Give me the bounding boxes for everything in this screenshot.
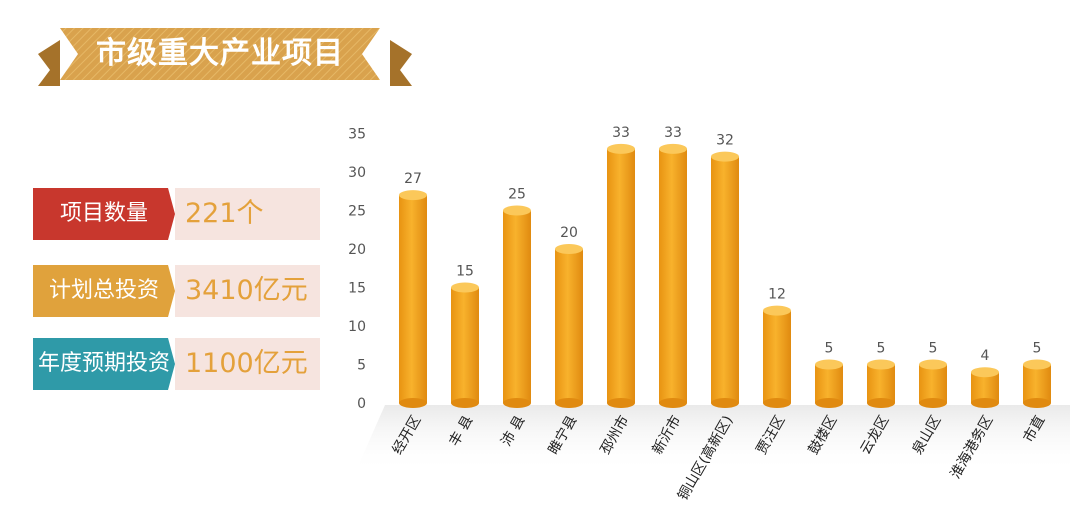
bar-base — [867, 398, 895, 408]
bar-base — [555, 398, 583, 408]
stat-label: 项目数量 — [33, 188, 175, 240]
stat-value: 221个 — [175, 188, 320, 240]
bar-base — [607, 398, 635, 408]
stat-label: 年度预期投资 — [33, 338, 175, 390]
y-tick-label: 0 — [357, 396, 366, 412]
bar-cap — [763, 305, 791, 316]
y-tick-label: 25 — [348, 204, 366, 220]
y-tick-label: 30 — [348, 165, 366, 181]
bar-base — [659, 398, 687, 408]
data-label: 25 — [508, 187, 526, 203]
data-label: 12 — [768, 287, 786, 303]
bar-cap — [451, 282, 479, 293]
bar-base — [451, 398, 479, 408]
bar-cap — [815, 359, 843, 370]
bar — [451, 287, 479, 403]
bar — [659, 148, 687, 403]
bar — [815, 364, 843, 403]
title-banner — [38, 28, 412, 86]
data-label: 32 — [716, 133, 734, 149]
y-tick-label: 5 — [357, 358, 366, 374]
bar-cap — [399, 190, 427, 201]
y-tick-label: 35 — [348, 127, 366, 143]
bar — [607, 148, 635, 403]
bar-base — [971, 398, 999, 408]
bar-cap — [971, 367, 999, 378]
floor-shadow — [355, 405, 1070, 473]
bar-cap — [503, 205, 531, 216]
bar-cap — [867, 359, 895, 370]
y-tick-label: 10 — [348, 319, 366, 335]
data-label: 15 — [456, 264, 474, 280]
data-label: 5 — [825, 341, 834, 357]
bar-cap — [1023, 359, 1051, 370]
bar — [711, 156, 739, 403]
data-label: 27 — [404, 171, 422, 187]
data-label: 33 — [612, 125, 630, 141]
y-tick-label: 20 — [348, 242, 366, 258]
bar-base — [815, 398, 843, 408]
stat-total-investment: 计划总投资 3410亿元 — [33, 265, 320, 317]
bar-base — [1023, 398, 1051, 408]
data-label: 33 — [664, 125, 682, 141]
bar-cap — [919, 359, 947, 370]
bar — [971, 372, 999, 403]
bar — [1023, 364, 1051, 403]
data-label: 20 — [560, 225, 578, 241]
bar-cap — [555, 244, 583, 254]
bar — [919, 364, 947, 403]
bar-cap — [659, 143, 687, 154]
bar — [763, 310, 791, 403]
y-tick-label: 15 — [348, 281, 366, 297]
bar-base — [503, 398, 531, 408]
bar — [503, 210, 531, 403]
bar — [555, 249, 583, 403]
data-label: 4 — [981, 348, 990, 364]
stat-value: 1100亿元 — [175, 338, 320, 390]
bar — [399, 195, 427, 403]
stat-value: 3410亿元 — [175, 265, 320, 317]
bar — [867, 364, 895, 403]
stat-annual-investment: 年度预期投资 1100亿元 — [33, 338, 320, 390]
data-label: 5 — [877, 341, 886, 357]
bar-base — [711, 398, 739, 408]
stat-label: 计划总投资 — [33, 265, 175, 317]
bar-base — [919, 398, 947, 408]
bar-base — [399, 398, 427, 408]
data-label: 5 — [929, 341, 938, 357]
data-label: 5 — [1033, 341, 1042, 357]
bar-base — [763, 398, 791, 408]
bar-cap — [607, 143, 635, 154]
bar-cap — [711, 151, 739, 162]
banner-title: 市级重大产业项目 — [96, 36, 344, 71]
stat-project-count: 项目数量 221个 — [33, 188, 320, 240]
